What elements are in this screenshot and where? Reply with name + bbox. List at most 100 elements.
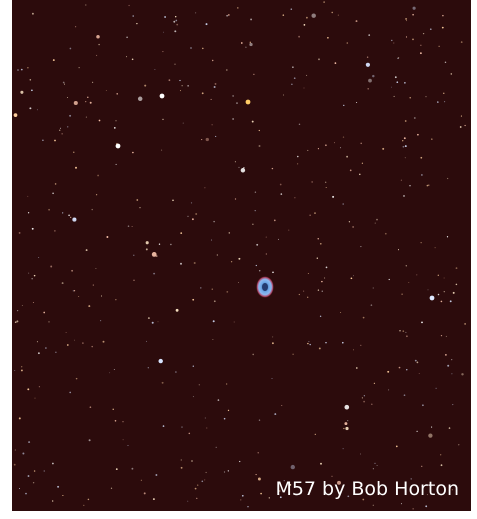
star: [422, 404, 424, 406]
star: [48, 321, 49, 322]
star: [399, 330, 400, 331]
star: [183, 123, 184, 124]
star: [299, 124, 300, 125]
star: [413, 508, 414, 509]
star: [421, 466, 422, 467]
star: [352, 226, 353, 227]
star: [256, 244, 258, 246]
star: [91, 346, 92, 347]
star: [199, 384, 200, 385]
star: [31, 89, 33, 91]
star: [63, 82, 65, 84]
star: [29, 107, 31, 109]
star: [101, 295, 102, 296]
star: [350, 170, 352, 172]
star: [48, 209, 50, 211]
star: [68, 214, 70, 216]
star: [438, 275, 439, 276]
star: [297, 163, 298, 164]
star: [405, 120, 407, 122]
star: [426, 96, 427, 97]
star: [21, 69, 23, 71]
star: [62, 282, 64, 284]
star: [55, 352, 56, 353]
star: [435, 247, 436, 248]
star: [132, 152, 134, 154]
star: [291, 8, 293, 10]
star: [444, 291, 445, 292]
star: [211, 99, 212, 100]
star: [90, 102, 92, 104]
star: [451, 73, 453, 75]
star: [204, 187, 205, 188]
star: [146, 248, 148, 250]
star: [69, 115, 71, 117]
star: [461, 373, 463, 375]
star: [212, 288, 213, 289]
star: [28, 441, 30, 443]
star: [115, 120, 116, 121]
star: [52, 192, 54, 194]
star: [123, 421, 124, 422]
star: [342, 203, 344, 205]
photo-caption: M57 by Bob Horton: [275, 478, 459, 500]
star: [249, 43, 252, 46]
star: [260, 493, 262, 495]
star: [332, 196, 334, 198]
star: [238, 258, 240, 260]
star: [114, 369, 115, 370]
star: [115, 420, 117, 422]
star: [17, 69, 19, 71]
star: [86, 117, 87, 118]
star: [170, 244, 171, 245]
star: [136, 23, 137, 24]
star: [385, 233, 387, 235]
star: [360, 345, 361, 346]
star: [272, 272, 274, 274]
star: [396, 446, 398, 448]
star: [373, 468, 374, 469]
star: [181, 467, 183, 469]
star: [356, 102, 357, 103]
star: [247, 506, 248, 507]
star: [194, 262, 196, 264]
star: [226, 383, 227, 384]
star: [148, 367, 149, 368]
star: [139, 207, 140, 208]
sky-background: [12, 0, 471, 511]
star: [259, 270, 260, 271]
star: [206, 428, 207, 429]
star: [74, 290, 75, 291]
star: [387, 371, 389, 373]
star: [179, 80, 180, 81]
star: [373, 505, 374, 506]
star: [278, 239, 279, 240]
star: [255, 210, 256, 211]
star: [59, 130, 60, 131]
star: [359, 174, 360, 175]
star: [377, 465, 378, 466]
star: [44, 470, 45, 471]
star: [92, 209, 93, 210]
star: [317, 258, 318, 259]
star: [408, 282, 409, 283]
star: [356, 20, 358, 22]
star: [234, 322, 235, 323]
star: [14, 113, 18, 117]
star: [461, 41, 463, 43]
star: [318, 238, 319, 239]
star: [243, 167, 244, 168]
star: [388, 389, 389, 390]
star: [70, 217, 71, 218]
star: [70, 48, 72, 50]
star: [371, 404, 373, 406]
star: [128, 445, 129, 446]
star: [15, 321, 17, 323]
star: [27, 196, 28, 197]
star: [238, 282, 239, 283]
star: [115, 299, 116, 300]
star: [338, 15, 339, 16]
star: [144, 85, 146, 87]
star: [211, 240, 212, 241]
star: [391, 40, 392, 41]
